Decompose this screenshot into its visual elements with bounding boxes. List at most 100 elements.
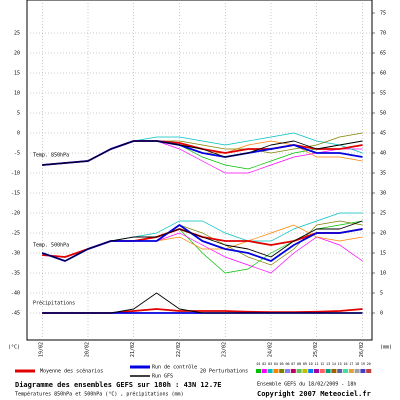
y-tick-label: -5 (14, 151, 20, 157)
panel-label: Précipitations (33, 300, 75, 307)
gfs-line (42, 220, 363, 262)
perturbation-swatch (331, 369, 337, 373)
y2-tick-label: 5 (380, 291, 383, 297)
perturbation-swatch (354, 369, 360, 373)
perturbation-key-label: 03 (268, 362, 272, 366)
x-tick-label: 24/02 (267, 342, 273, 357)
panel-label: Temp. 850hPa (33, 153, 69, 159)
y-tick-label: 5 (17, 111, 20, 117)
y-tick-label: 10 (14, 91, 20, 97)
perturbation-key-label: 02 (262, 362, 266, 366)
perturbations-label: 20 Perturbations (200, 369, 248, 375)
x-tick-label: 26/02 (359, 342, 365, 357)
gfs-line (42, 292, 363, 314)
perturbation-key-label: 19 (361, 362, 365, 366)
y2-tick-label: 40 (380, 151, 386, 157)
perturbation-swatch (290, 369, 296, 373)
y-unit: (°C) (8, 345, 20, 351)
perturbation-swatch (296, 369, 302, 373)
perturbation-key-label: 17 (349, 362, 353, 366)
y2-unit: (mm) (380, 345, 392, 351)
perturbation-swatch (302, 369, 308, 373)
y-tick-label: -30 (11, 251, 20, 257)
y2-tick-label: 55 (380, 91, 386, 97)
y2-tick-label: 0 (380, 311, 383, 317)
y-tick-label: 20 (14, 51, 20, 57)
subtitle: Températures 850hPa et 500hPa (°C) , pré… (15, 391, 184, 398)
y2-tick-label: 15 (380, 251, 386, 257)
x-tick-label: 21/02 (130, 342, 136, 357)
y2-tick-label: 45 (380, 131, 386, 137)
y2-tick-label: 10 (380, 271, 386, 277)
y2-tick-label: 25 (380, 211, 386, 217)
x-tick-label: 23/02 (222, 342, 228, 357)
perturbation-key-label: 14 (332, 362, 336, 366)
title: Diagramme des ensembles GEFS sur 180h : … (15, 381, 222, 389)
perturbation-swatch (366, 369, 372, 373)
perturbation-swatch (273, 369, 279, 373)
y2-tick-label: 50 (380, 111, 386, 117)
y-tick-label: 0 (17, 131, 20, 137)
gfs-line (42, 140, 363, 166)
perturbation-swatch (308, 369, 314, 373)
x-tick-label: 20/02 (84, 342, 90, 357)
perturbation-swatch (279, 369, 285, 373)
y2-tick-label: 60 (380, 71, 386, 77)
perturbation-swatch (319, 369, 325, 373)
perturbation-swatch (285, 369, 290, 373)
y-tick-label: -10 (11, 171, 20, 177)
perturbation-key-label: 11 (314, 362, 318, 366)
perturbation-key-label: 12 (320, 362, 324, 366)
legend-label: Run de contrôle (152, 364, 197, 371)
perturbation-key-label: 13 (326, 362, 330, 366)
perturbation-key-label: 15 (338, 362, 342, 366)
y-tick-label: -25 (11, 231, 20, 237)
perturbation-key-label: 05 (280, 362, 284, 366)
perturbation-swatch (256, 369, 261, 373)
perturbation-key-label: 07 (291, 362, 295, 366)
y-tick-label: -35 (11, 271, 20, 277)
perturbation-key-label: 06 (285, 362, 289, 366)
copyright: Copyright 2007 Meteociel.fr (257, 390, 371, 398)
y-tick-label: 25 (14, 31, 20, 37)
y-tick-label: -20 (11, 211, 20, 217)
perturbation-swatch (267, 369, 273, 373)
y2-tick-label: 30 (380, 191, 386, 197)
x-tick-label: 22/02 (176, 342, 182, 357)
y2-tick-label: 65 (380, 51, 386, 57)
perturbation-swatch (343, 369, 348, 373)
y-tick-label: -45 (11, 311, 20, 317)
grid (27, 0, 375, 340)
perturbation-key-label: 01 (256, 362, 260, 366)
x-tick-label: 25/02 (313, 342, 319, 357)
perturbation-key-label: 04 (274, 362, 278, 366)
y-tick-label: 15 (14, 71, 20, 77)
y2-tick-label: 75 (380, 11, 386, 17)
perturbation-key-label: 09 (303, 362, 307, 366)
perturbation-swatch (261, 369, 267, 373)
panel-label: Temp. 500hPa (33, 243, 69, 249)
x-tick-label: 19/02 (39, 342, 45, 357)
plot-frame (26, 0, 373, 341)
lines (41, 132, 363, 314)
legend-label: Moyenne des scénarios (40, 368, 103, 375)
y2-tick-label: 35 (380, 171, 386, 177)
y2-tick-label: 70 (380, 31, 386, 37)
perturbation-swatch (348, 369, 354, 373)
perturbation-swatch (325, 369, 331, 373)
perturbation-key-label: 16 (343, 362, 347, 366)
perturbation-key-label: 08 (297, 362, 301, 366)
y2-tick-label: 20 (380, 231, 386, 237)
perturbation-key-label: 18 (355, 362, 359, 366)
perturbation-swatch (360, 369, 366, 373)
source: Ensemble GEFS du 18/02/2009 - 18h (257, 382, 356, 388)
y-tick-label: -40 (11, 291, 20, 297)
perturbation-swatch (337, 369, 343, 373)
labels: -45 -40 -35 -30 -25 -20 -15 -10 -5 0 5 10 15 20 25 0 5 10… (11, 11, 386, 358)
legend-label: Run GFS (152, 374, 173, 380)
perturbation-key-label: 10 (309, 362, 313, 366)
perturbation-key-label: 20 (367, 362, 371, 366)
perturbation-swatch (314, 369, 319, 373)
y-tick-label: -15 (11, 191, 20, 197)
